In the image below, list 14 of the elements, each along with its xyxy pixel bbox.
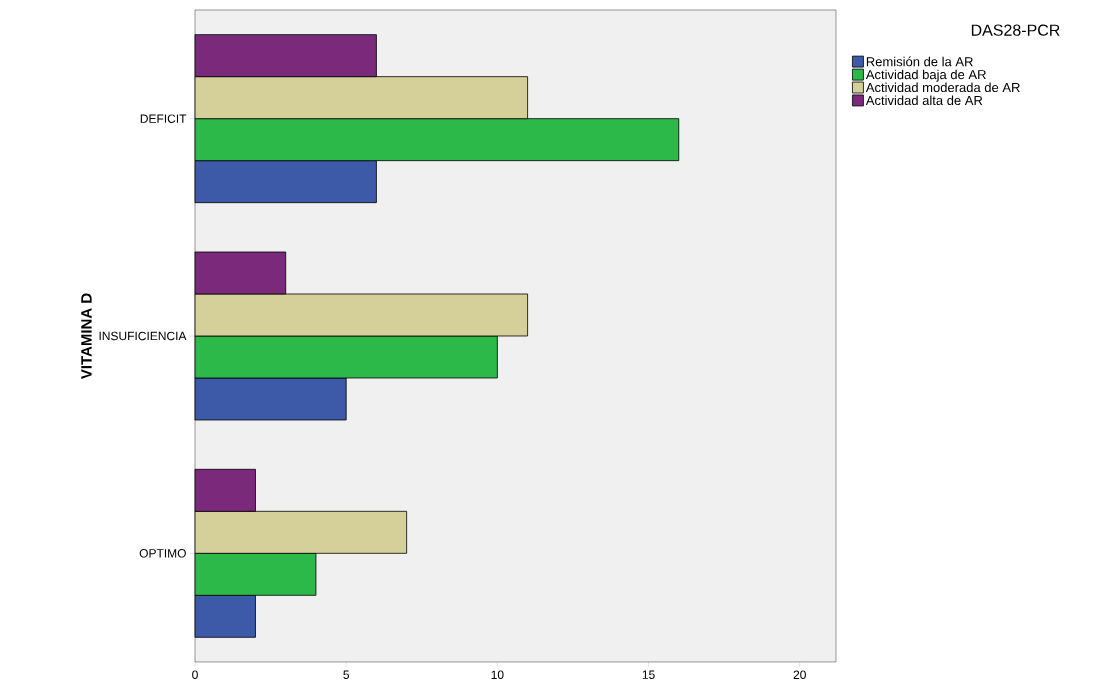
legend-title: DAS28-PCR (971, 24, 1060, 36)
x-tick-label: 10 (491, 670, 504, 680)
legend-label: Actividad alta de AR (865, 95, 983, 106)
legend-label: Actividad baja de AR (865, 69, 986, 82)
x-tick-label: 20 (793, 670, 806, 680)
y-axis-title: VITAMINA D (81, 293, 92, 380)
legend-label: Remisión de la AR (866, 56, 973, 67)
legend-label: Actividad moderada de AR (865, 82, 1020, 93)
x-tick-label: 5 (343, 670, 350, 679)
y-tick-label: DEFICIT (140, 114, 187, 123)
y-tick-label: INSUFICIENCIA (99, 331, 187, 341)
x-tick-label: 15 (642, 670, 655, 679)
x-tick-label: 0 (192, 670, 198, 680)
y-tick-label: OPTIMO (139, 549, 186, 558)
